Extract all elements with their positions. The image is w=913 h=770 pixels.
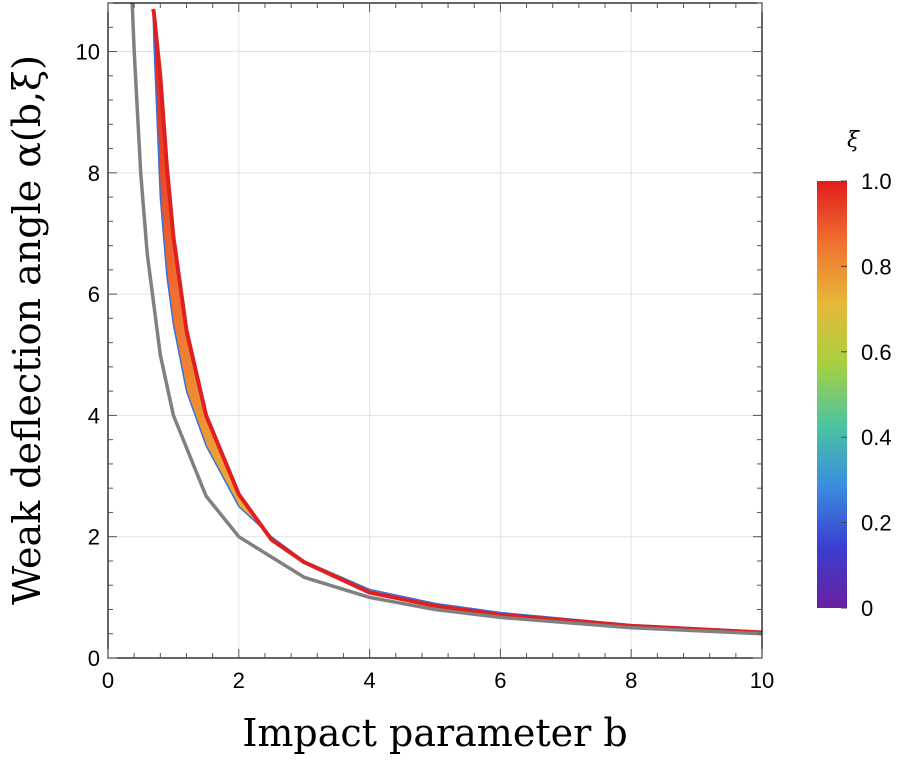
colorbar-tick-label: 0.4 bbox=[861, 425, 892, 450]
y-tick-label: 0 bbox=[88, 646, 100, 671]
y-tick-label: 8 bbox=[88, 161, 100, 186]
colorbar-tick-label: 0.2 bbox=[861, 511, 892, 536]
colorbar-title: ξ bbox=[847, 128, 861, 153]
curves bbox=[130, 3, 762, 636]
xi-0-curve bbox=[152, 9, 762, 633]
x-tick-label: 10 bbox=[750, 668, 774, 693]
colorbar-gradient bbox=[817, 181, 847, 608]
y-tick-label: 4 bbox=[88, 403, 100, 428]
x-tick-label: 2 bbox=[233, 668, 245, 693]
y-axis-ticks: 0 2 4 6 8 10 bbox=[76, 2, 762, 671]
x-tick-label: 8 bbox=[625, 668, 637, 693]
y-tick-label: 10 bbox=[76, 40, 100, 65]
x-axis-ticks: 0 2 4 6 8 10 bbox=[102, 3, 774, 693]
x-axis-title: Impact parameter b bbox=[242, 711, 627, 755]
colorbar: ξ 0 0.2 0.4 0.6 0.8 1.0 bbox=[817, 128, 892, 621]
colorbar-ticks: 0 0.2 0.4 0.6 0.8 1.0 bbox=[841, 169, 892, 621]
x-tick-label: 6 bbox=[494, 668, 506, 693]
colorbar-tick-label: 0.8 bbox=[861, 254, 892, 279]
y-tick-label: 6 bbox=[88, 282, 100, 307]
x-tick-label: 0 bbox=[102, 668, 114, 693]
xi-1-curve bbox=[151, 8, 762, 635]
plot-frame bbox=[107, 2, 763, 659]
grid-lines bbox=[108, 3, 762, 658]
reference-curve bbox=[130, 3, 762, 636]
y-tick-label: 2 bbox=[88, 525, 100, 550]
colorbar-tick-label: 1.0 bbox=[861, 169, 892, 194]
colorbar-tick-label: 0.6 bbox=[861, 340, 892, 365]
y-axis-title: Weak deflection angle α(b,ξ) bbox=[5, 55, 49, 605]
x-tick-label: 4 bbox=[363, 668, 375, 693]
colorbar-tick-label: 0 bbox=[861, 596, 873, 621]
